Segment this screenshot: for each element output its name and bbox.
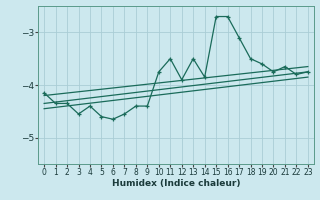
X-axis label: Humidex (Indice chaleur): Humidex (Indice chaleur) [112, 179, 240, 188]
